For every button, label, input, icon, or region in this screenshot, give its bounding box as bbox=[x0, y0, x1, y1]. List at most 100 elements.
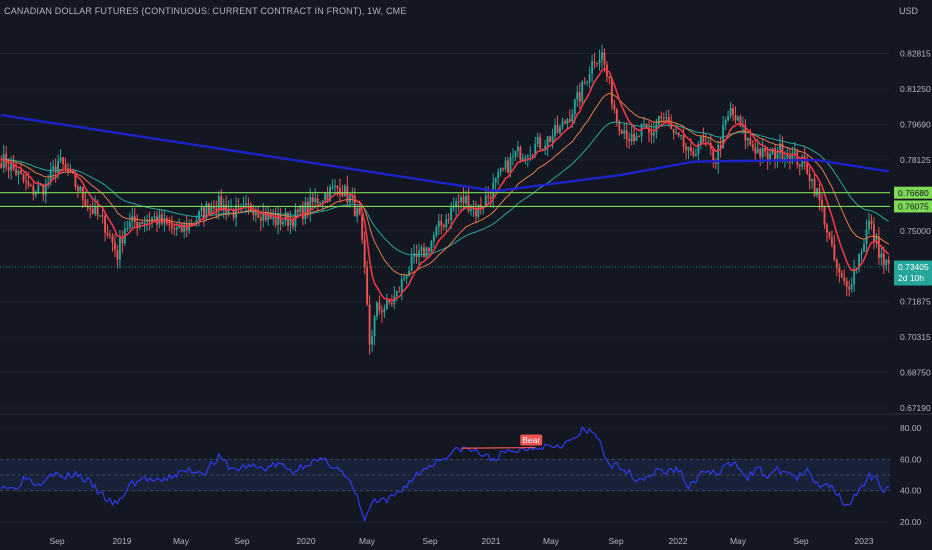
candle-body bbox=[398, 291, 401, 293]
candle-body bbox=[504, 160, 507, 169]
candle-body bbox=[114, 242, 116, 251]
candle-body bbox=[64, 164, 67, 169]
candle-body bbox=[96, 206, 99, 216]
time-tick-label: 2020 bbox=[297, 536, 316, 546]
rsi-tick-label: 20.00 bbox=[900, 517, 922, 527]
candle-body bbox=[91, 208, 94, 215]
candle-body bbox=[170, 225, 173, 229]
candle-body bbox=[371, 336, 374, 345]
candle-body bbox=[665, 117, 668, 119]
candle-body bbox=[42, 184, 45, 195]
candle-body bbox=[410, 256, 413, 271]
candle-body bbox=[314, 198, 317, 203]
candle-body bbox=[455, 201, 458, 207]
candle-body bbox=[806, 162, 809, 174]
candle-body bbox=[39, 184, 42, 186]
candle-body bbox=[556, 125, 559, 134]
candle-body bbox=[432, 235, 435, 242]
candle-body bbox=[304, 202, 307, 219]
ma-mid-line bbox=[1, 92, 890, 276]
candle-body bbox=[563, 121, 566, 124]
candle-body bbox=[44, 183, 47, 195]
candle-body bbox=[702, 136, 705, 143]
candle-body bbox=[366, 267, 369, 305]
candle-body bbox=[17, 170, 20, 175]
chart-title: CANADIAN DOLLAR FUTURES (CONTINUOUS: CUR… bbox=[4, 6, 407, 16]
time-tick-label: Sep bbox=[793, 536, 808, 546]
candle-body bbox=[551, 136, 554, 142]
candle-body bbox=[254, 212, 257, 216]
candle-body bbox=[183, 224, 186, 232]
candle-body bbox=[709, 143, 712, 149]
candle-body bbox=[447, 219, 450, 221]
candle-body bbox=[635, 135, 638, 142]
candle-body bbox=[282, 221, 285, 225]
candle-body bbox=[484, 196, 487, 207]
candle-body bbox=[405, 275, 408, 279]
candle-body bbox=[262, 211, 265, 221]
candle-body bbox=[692, 151, 695, 156]
candle-body bbox=[863, 244, 865, 253]
candle-body bbox=[880, 253, 883, 258]
candle-body bbox=[264, 211, 267, 221]
candle-body bbox=[729, 108, 732, 117]
candle-body bbox=[200, 207, 203, 212]
bear-tag bbox=[520, 434, 543, 446]
candle-body bbox=[146, 220, 149, 223]
candle-body bbox=[49, 169, 52, 183]
candle-body bbox=[79, 186, 82, 192]
candle-body bbox=[583, 81, 586, 83]
candle-body bbox=[685, 146, 687, 151]
candle-body bbox=[465, 195, 467, 204]
candle-body bbox=[603, 52, 606, 65]
candle-body bbox=[672, 129, 675, 133]
candle-body bbox=[467, 195, 470, 212]
candle-body bbox=[292, 218, 294, 227]
candle-body bbox=[712, 148, 715, 162]
candle-body bbox=[76, 186, 79, 192]
candle-body bbox=[296, 209, 299, 213]
candle-body bbox=[128, 221, 131, 228]
candle-body bbox=[462, 196, 465, 204]
candle-body bbox=[786, 154, 789, 159]
candle-body bbox=[687, 147, 690, 151]
candle-body bbox=[29, 185, 32, 187]
candle-body bbox=[578, 92, 581, 102]
candle-body bbox=[242, 204, 245, 207]
candle-body bbox=[15, 169, 18, 175]
time-tick-label: 2023 bbox=[855, 536, 874, 546]
candle-body bbox=[494, 177, 497, 183]
candle-body bbox=[477, 204, 480, 217]
candle-body bbox=[215, 208, 218, 211]
candle-body bbox=[252, 211, 255, 216]
price-tick-label: 0.79690 bbox=[900, 119, 931, 129]
candle-body bbox=[37, 185, 40, 192]
horizontal-levels bbox=[0, 192, 890, 268]
candle-body bbox=[126, 227, 129, 229]
candle-body bbox=[573, 99, 576, 115]
candle-body bbox=[885, 259, 888, 266]
candle-body bbox=[319, 202, 322, 204]
candle-body bbox=[118, 238, 121, 260]
rsi-line bbox=[0, 426, 889, 523]
candle-body bbox=[588, 74, 591, 82]
candle-body bbox=[0, 163, 3, 168]
candle-body bbox=[719, 145, 722, 148]
candle-body bbox=[86, 206, 89, 209]
time-tick-label: Sep bbox=[49, 536, 64, 546]
candle-body bbox=[833, 244, 836, 260]
candle-body bbox=[677, 132, 680, 136]
candle-body bbox=[759, 148, 762, 158]
candle-body bbox=[487, 196, 490, 198]
candle-body bbox=[667, 117, 670, 124]
candle-body bbox=[311, 197, 314, 203]
candle-body bbox=[175, 227, 178, 230]
candle-body bbox=[32, 185, 35, 195]
candle-body bbox=[383, 308, 386, 313]
candle-body bbox=[390, 302, 393, 304]
candle-body bbox=[697, 143, 700, 155]
price-tick-label: 0.70315 bbox=[900, 332, 931, 342]
candle-body bbox=[94, 206, 97, 215]
candle-body bbox=[267, 213, 270, 221]
